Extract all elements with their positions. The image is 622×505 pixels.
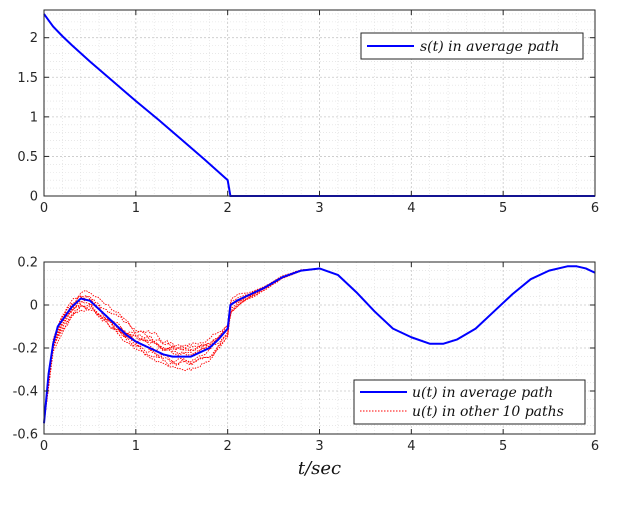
- legend-top: s(t) in average path: [360, 32, 584, 60]
- series-line-u-other-path: [43, 268, 318, 424]
- y-tick-label: 0.5: [17, 150, 38, 165]
- y-tick-label: -0.4: [13, 385, 38, 400]
- x-tick-label: 6: [591, 201, 599, 216]
- legend-label-u-other: u(t) in other 10 paths: [412, 404, 564, 420]
- y-tick-label: 1: [30, 110, 38, 125]
- series-line-u-average: [43, 265, 596, 424]
- y-tick-label: 0: [30, 190, 38, 205]
- y-tick-label: 2: [30, 31, 38, 46]
- y-tick-label: -0.6: [13, 428, 38, 443]
- y-tick-label: 0: [30, 299, 38, 314]
- x-tick-label: 4: [407, 201, 415, 216]
- x-tick-label: 4: [407, 439, 415, 454]
- series-line-u-other-path: [43, 268, 318, 424]
- legend-box-bottom: [353, 379, 586, 425]
- ticks-bottom: 0 1 2 3 4 5 6 -0.6 -0.4 -0.2 0 0.2: [13, 256, 600, 455]
- legend-label-u-avg: u(t) in average path: [412, 385, 553, 401]
- legend-label-s-avg: s(t) in average path: [420, 39, 559, 55]
- x-tick-label: 0: [40, 439, 48, 454]
- x-axis-label: t/sec: [298, 458, 341, 479]
- y-tick-label: 1.5: [17, 71, 38, 86]
- x-tick-label: 1: [132, 439, 140, 454]
- x-tick-label: 5: [499, 201, 507, 216]
- x-tick-label: 6: [591, 439, 599, 454]
- series-line-u-other-path: [43, 268, 318, 424]
- x-tick-label: 0: [40, 201, 48, 216]
- ticks-top: 0 1 2 3 4 5 6 0 0.5 1 1.5 2: [17, 10, 599, 216]
- panel-top: 0 1 2 3 4 5 6 0 0.5 1 1.5 2 s(t) in average path: [17, 9, 599, 216]
- series-line-u-other-path: [43, 268, 318, 424]
- x-tick-label: 3: [315, 201, 323, 216]
- x-tick-label: 2: [224, 439, 232, 454]
- legend-bottom: u(t) in average path u(t) in other 10 pa…: [353, 379, 586, 425]
- x-tick-label: 2: [224, 201, 232, 216]
- series-bottom-average: [43, 265, 596, 424]
- x-tick-label: 5: [499, 439, 507, 454]
- panel-bottom: 0 1 2 3 4 5 6 -0.6 -0.4 -0.2 0 0.2 u(t) in average …: [13, 256, 600, 480]
- y-tick-label: -0.2: [13, 342, 38, 357]
- x-tick-label: 1: [132, 201, 140, 216]
- x-tick-label: 3: [315, 439, 323, 454]
- y-tick-label: 0.2: [17, 256, 38, 271]
